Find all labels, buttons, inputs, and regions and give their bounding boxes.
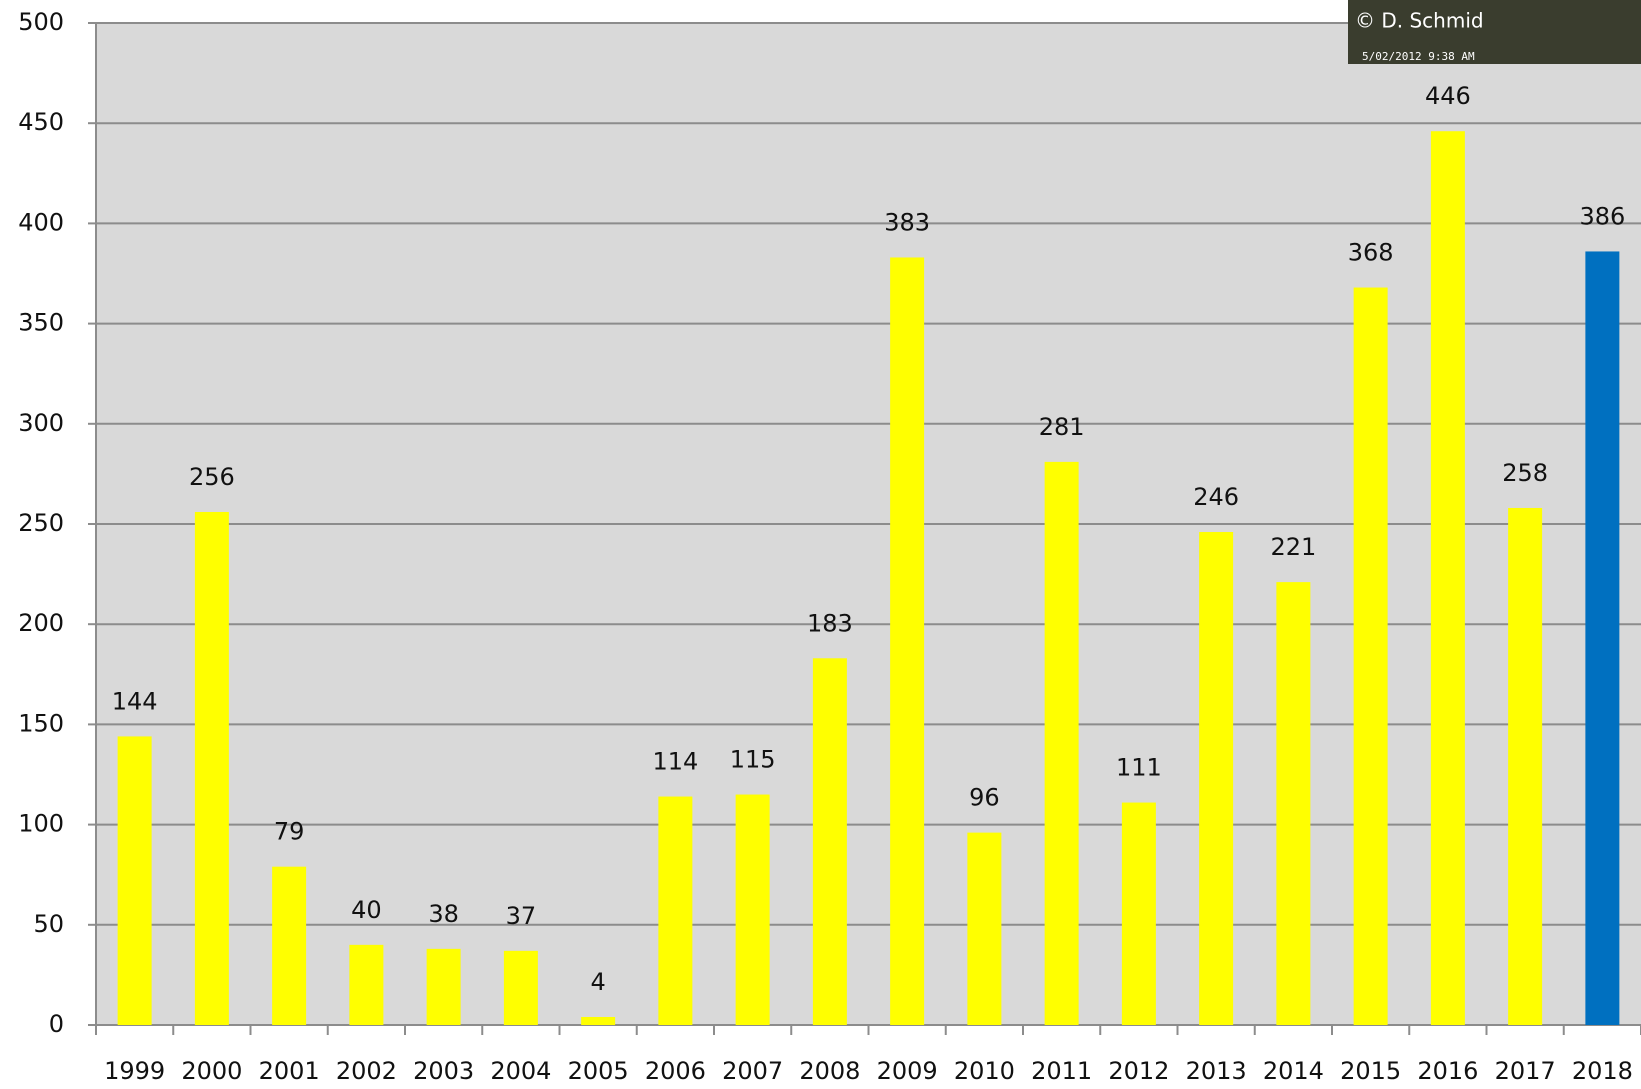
bar	[195, 512, 229, 1025]
page: 0 50 100 150 200 250 300 350 400 450 500 1999 144 200…	[0, 0, 1641, 1085]
data-label: 144	[112, 687, 158, 715]
chart: 0 50 100 150 200 250 300 350 400 450 500 1999 144 200…	[0, 0, 1641, 1085]
y-tick-label: 250	[18, 509, 64, 537]
x-tick-label: 2017	[1495, 1057, 1556, 1085]
y-tick-label: 400	[18, 208, 64, 236]
x-tick-label: 2008	[799, 1057, 860, 1085]
bar	[1122, 803, 1156, 1025]
data-label: 96	[969, 784, 1000, 812]
y-tick-label: 350	[18, 309, 64, 337]
x-tick-label: 1999	[104, 1057, 165, 1085]
photo-credit: © D. Schmid	[1355, 9, 1484, 33]
bar	[1199, 532, 1233, 1025]
bar	[504, 951, 538, 1025]
data-label: 246	[1193, 483, 1239, 511]
y-tick-label: 450	[18, 108, 64, 136]
x-tick-label: 2009	[877, 1057, 938, 1085]
data-label: 383	[884, 208, 930, 236]
data-label: 386	[1579, 202, 1625, 230]
y-tick-label: 200	[18, 609, 64, 637]
bar	[1045, 462, 1079, 1025]
bar	[813, 658, 847, 1025]
bar	[967, 833, 1001, 1025]
y-tick-label: 150	[18, 709, 64, 737]
x-tick-label: 2001	[259, 1057, 320, 1085]
data-label: 258	[1502, 459, 1548, 487]
x-tick-label: 2000	[181, 1057, 242, 1085]
data-label: 114	[652, 748, 698, 776]
bar	[658, 797, 692, 1025]
x-tick-label: 2010	[954, 1057, 1015, 1085]
bar	[272, 867, 306, 1025]
bar	[1585, 251, 1619, 1025]
x-tick-label: 2015	[1340, 1057, 1401, 1085]
data-label: 38	[428, 900, 459, 928]
bar	[890, 257, 924, 1025]
y-tick-label: 50	[33, 910, 64, 938]
bar	[349, 945, 383, 1025]
bar	[1508, 508, 1542, 1025]
data-label: 111	[1116, 754, 1162, 782]
data-label: 79	[274, 818, 305, 846]
data-label: 40	[351, 896, 382, 924]
data-label: 256	[189, 463, 235, 491]
x-tick-label: 2005	[568, 1057, 629, 1085]
data-label: 183	[807, 609, 853, 637]
data-label: 446	[1425, 82, 1471, 110]
data-label: 37	[506, 902, 537, 930]
x-tick-label: 2004	[490, 1057, 551, 1085]
y-tick-label: 100	[18, 810, 64, 838]
data-label: 115	[730, 746, 776, 774]
data-label: 368	[1348, 239, 1394, 267]
photo-timestamp: 5/02/2012 9:38 AM	[1362, 50, 1475, 63]
bar	[1276, 582, 1310, 1025]
x-tick-label: 2016	[1417, 1057, 1478, 1085]
data-label: 281	[1039, 413, 1085, 441]
bar	[736, 795, 770, 1025]
data-label: 221	[1270, 533, 1316, 561]
y-tick-label: 300	[18, 409, 64, 437]
x-tick-label: 2006	[645, 1057, 706, 1085]
x-tick-label: 2018	[1572, 1057, 1633, 1085]
bar	[118, 736, 152, 1025]
bar	[1354, 288, 1388, 1025]
y-tick-label: 500	[18, 8, 64, 36]
x-tick-label: 2011	[1031, 1057, 1092, 1085]
x-tick-label: 2007	[722, 1057, 783, 1085]
bar	[427, 949, 461, 1025]
y-tick-label: 0	[49, 1010, 64, 1038]
x-tick-label: 2002	[336, 1057, 397, 1085]
data-label: 4	[590, 968, 605, 996]
bar	[581, 1017, 615, 1025]
x-tick-label: 2013	[1186, 1057, 1247, 1085]
x-tick-label: 2003	[413, 1057, 474, 1085]
bar	[1431, 131, 1465, 1025]
x-tick-label: 2014	[1263, 1057, 1324, 1085]
x-tick-label: 2012	[1108, 1057, 1169, 1085]
